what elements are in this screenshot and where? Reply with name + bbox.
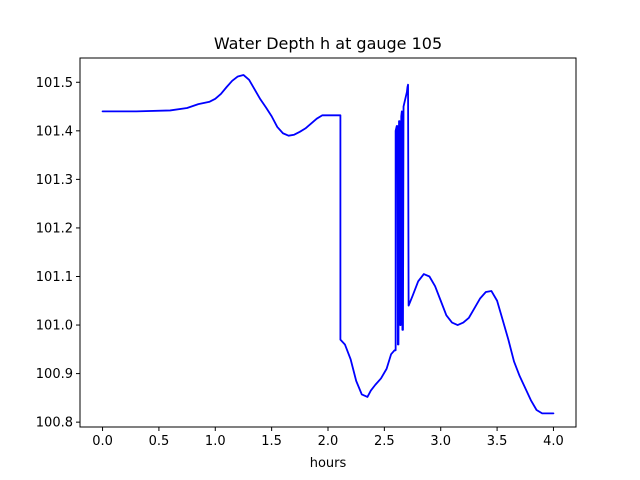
y-tick-label: 101.0	[36, 319, 73, 334]
x-tick-label: 2.0	[318, 434, 339, 449]
x-tick-label: 3.0	[430, 434, 451, 449]
y-tick-label: 100.9	[36, 367, 73, 382]
y-tick-label: 100.8	[36, 416, 73, 431]
y-tick-label: 101.5	[36, 76, 73, 91]
axes-frame	[79, 57, 577, 428]
axis-ticks: 0.0 0.5 1.0 1.5 2.0 2.5 3.0 3.5 4.0 100.8 100.9 101…	[36, 76, 564, 449]
chart-title: Water Depth h at gauge 105	[214, 34, 442, 53]
x-tick-label: 0.5	[149, 434, 170, 449]
x-axis-title: hours	[310, 456, 347, 471]
x-tick-label: 1.5	[261, 434, 282, 449]
x-tick-label: 0.0	[92, 434, 113, 449]
x-tick-label: 1.0	[205, 434, 226, 449]
x-tick-label: 3.5	[487, 434, 508, 449]
x-tick-label: 4.0	[543, 434, 564, 449]
plot-area	[101, 74, 555, 415]
x-tick-label: 2.5	[374, 434, 395, 449]
y-tick-label: 101.4	[36, 124, 73, 139]
y-tick-label: 101.3	[36, 173, 73, 188]
y-tick-label: 101.1	[36, 270, 73, 285]
y-tick-label: 101.2	[36, 221, 73, 236]
series-line-0	[101, 74, 555, 415]
